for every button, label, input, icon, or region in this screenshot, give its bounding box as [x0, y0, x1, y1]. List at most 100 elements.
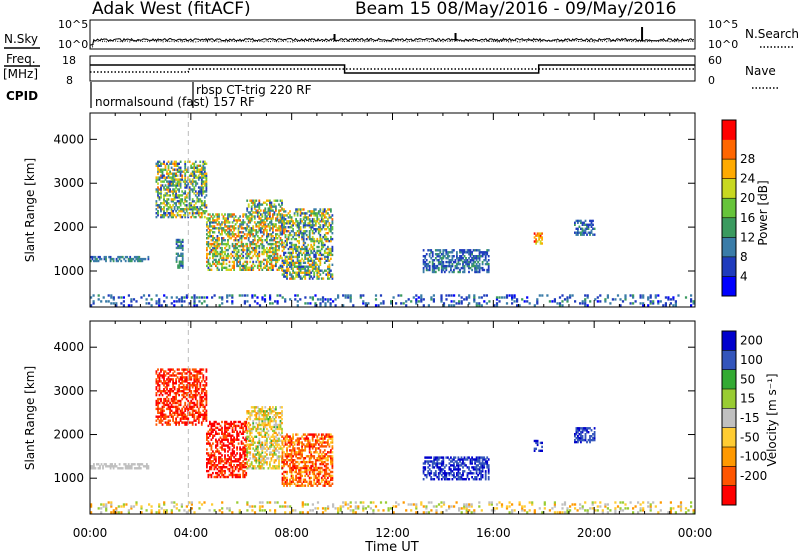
- power-echo-cell: [230, 233, 232, 236]
- velocity-echo-cell: [166, 415, 168, 418]
- power-echo-cell: [486, 249, 489, 252]
- power-echo-cell: [202, 190, 205, 193]
- power-echo-cell: [535, 242, 537, 245]
- power-echo-cell: [316, 214, 319, 217]
- power-echo-cell: [262, 209, 265, 212]
- velocity-echo-cell: [115, 465, 118, 468]
- power-echo-cell: [199, 186, 202, 189]
- power-echo-cell: [155, 294, 158, 297]
- velocity-echo-cell: [264, 459, 267, 462]
- power-echo-cell: [395, 302, 398, 305]
- power-echo-cell: [247, 225, 250, 228]
- power-echo-cell: [283, 224, 285, 227]
- power-echo-cell: [256, 256, 259, 260]
- velocity-echo-cell: [302, 460, 305, 464]
- power-echo-cell: [252, 233, 255, 236]
- power-echo-cell: [108, 255, 110, 259]
- power-echo-cell: [304, 214, 307, 217]
- power-echo-cell: [161, 184, 164, 187]
- power-echo-cell: [424, 262, 427, 266]
- power-echo-cell: [160, 184, 162, 187]
- velocity-echo-cell: [252, 421, 255, 425]
- power-echo-cell: [283, 220, 285, 223]
- power-echo-cell: [293, 232, 296, 235]
- velocity-echo-cell: [227, 440, 229, 443]
- power-echo-cell: [227, 256, 229, 260]
- power-echo-cell: [642, 294, 645, 297]
- power-echo-cell: [299, 210, 302, 213]
- power-echo-cell: [200, 202, 203, 205]
- power-echo-cell: [200, 215, 203, 219]
- velocity-echo-cell: [298, 468, 300, 472]
- power-echo-cell: [294, 294, 297, 297]
- velocity-echo-cell: [259, 441, 262, 444]
- velocity-echo-cell: [275, 431, 277, 435]
- velocity-echo-cell: [93, 463, 95, 466]
- power-echo-cell: [188, 186, 191, 189]
- power-echo-cell: [272, 231, 274, 234]
- velocity-echo-cell: [194, 370, 197, 373]
- power-echo-cell: [475, 302, 478, 305]
- power-echo-cell: [215, 244, 217, 248]
- velocity-echo-cell: [292, 460, 294, 464]
- velocity-echo-cell: [158, 415, 161, 418]
- velocity-echo-cell: [105, 465, 107, 468]
- power-echo-cell: [275, 256, 277, 260]
- velocity-echo-cell: [264, 461, 267, 464]
- power-echo-cell: [298, 222, 300, 225]
- power-echo-cell: [157, 196, 159, 199]
- power-echo-cell: [632, 296, 635, 299]
- velocity-echo-cell: [270, 410, 273, 413]
- power-echo-cell: [259, 221, 262, 224]
- power-echo-cell: [276, 260, 279, 264]
- velocity-echo-cell: [93, 465, 95, 468]
- velocity-echo-cell: [207, 469, 210, 473]
- velocity-echo-cell: [164, 421, 167, 424]
- velocity-echo-cell: [304, 478, 307, 481]
- power-echo-cell: [233, 264, 235, 268]
- velocity-echo-cell: [305, 480, 308, 483]
- power-colorbar-swatch: [722, 178, 736, 199]
- power-echo-cell: [575, 227, 578, 230]
- power-echo-cell: [203, 296, 206, 299]
- power-echo-cell: [302, 241, 305, 245]
- velocity-echo-cell: [295, 433, 297, 436]
- velocity-echo-cell: [90, 467, 92, 470]
- power-echo-cell: [437, 253, 440, 256]
- power-echo-cell: [255, 246, 258, 250]
- power-echo-cell: [181, 244, 184, 248]
- velocity-echo-cell: [267, 429, 270, 433]
- power-echo-cell: [226, 296, 229, 299]
- velocity-echo-cell: [283, 460, 285, 464]
- power-echo-cell: [316, 249, 319, 253]
- velocity-echo-cell: [181, 390, 184, 393]
- velocity-echo-cell: [188, 395, 191, 399]
- power-echo-cell: [307, 257, 310, 260]
- power-echo-cell: [266, 235, 268, 238]
- velocity-echo-cell: [230, 473, 232, 477]
- power-echo-cell: [259, 227, 262, 230]
- power-echo-cell: [311, 269, 314, 272]
- power-echo-cell: [276, 300, 279, 303]
- velocity-echo-cell: [175, 419, 177, 422]
- power-echo-cell: [255, 205, 258, 208]
- power-echo-cell: [684, 296, 688, 299]
- power-echo-cell: [583, 223, 585, 226]
- velocity-echo-cell: [175, 382, 177, 385]
- velocity-echo-cell: [182, 413, 185, 416]
- power-echo-cell: [236, 246, 238, 250]
- velocity-echo-cell: [178, 421, 180, 424]
- power-echo-cell: [197, 164, 200, 167]
- power-echo-cell: [210, 221, 213, 224]
- power-echo-cell: [178, 188, 180, 191]
- power-echo-cell: [247, 254, 250, 258]
- velocity-echo-cell: [206, 434, 208, 437]
- power-echo-cell: [266, 215, 268, 218]
- velocity-echo-cell: [169, 405, 171, 409]
- velocity-echo-cell: [169, 419, 171, 422]
- velocity-echo-cell: [218, 432, 220, 435]
- power-echo-cell: [317, 228, 320, 231]
- power-echo-cell: [437, 249, 440, 252]
- power-echo-cell: [249, 199, 252, 202]
- velocity-echo-cell: [185, 368, 188, 371]
